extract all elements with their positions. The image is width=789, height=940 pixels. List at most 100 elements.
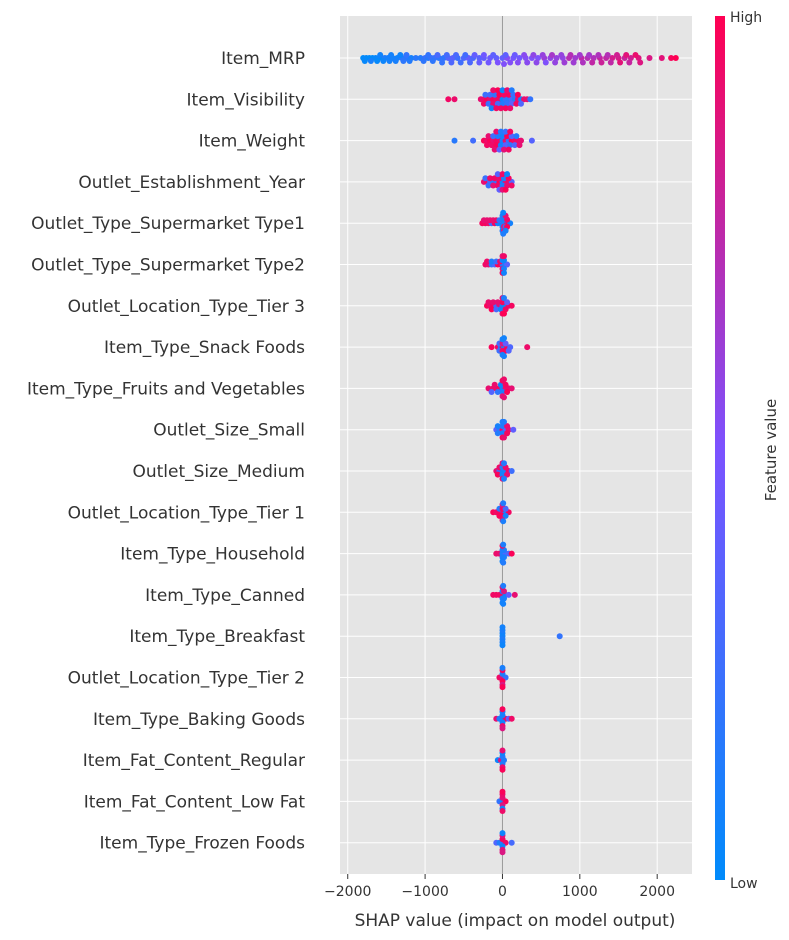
shap-point-3-24 [502, 186, 509, 193]
shap-point-10-15 [501, 460, 507, 467]
shap-point-6-10 [490, 299, 497, 306]
shap-point-9-8 [504, 430, 511, 437]
shap-point-6-11 [494, 299, 501, 306]
feature-label-5: Outlet_Type_Supermarket Type2 [31, 256, 305, 276]
shap-point-1-20 [485, 100, 492, 107]
x-axis-title: SHAP value (impact on model output) [355, 911, 676, 931]
shap-point-0-73 [476, 59, 483, 66]
shap-point-2-24 [485, 133, 492, 140]
shap-point-0-85 [579, 59, 586, 66]
shap-point-0-93 [388, 52, 395, 58]
feature-label-11: Outlet_Location_Type_Tier 1 [68, 503, 305, 523]
grid-lines [340, 16, 692, 874]
shap-point-0-70 [448, 59, 455, 66]
shap-point-9-6 [494, 430, 501, 437]
shap-point-0-65 [400, 58, 407, 64]
shap-point-3-12 [491, 175, 498, 182]
shap-point-0-59 [361, 58, 368, 64]
shap-point-2-32 [496, 146, 503, 153]
shap-point-0-100 [462, 52, 469, 58]
shap-point-16-10 [499, 725, 506, 732]
shap-point-0-81 [542, 59, 549, 66]
shap-point-0-89 [617, 59, 624, 66]
shap-point-6-14 [488, 306, 495, 313]
shap-point-0-106 [521, 52, 528, 58]
x-tick-label-3: 1000 [562, 884, 598, 900]
shap-point-2-15 [528, 137, 535, 144]
shap-point-0-66 [406, 58, 413, 64]
shap-point-0-91 [637, 59, 644, 66]
shap-point-5-10 [488, 258, 495, 265]
feature-label-13: Item_Type_Canned [145, 586, 305, 606]
colorbar-low-label: Low [730, 876, 758, 892]
shap-point-17-8 [499, 747, 506, 754]
shap-point-9-9 [494, 423, 501, 430]
shap-point-2-23 [516, 142, 523, 149]
shap-point-5-9 [484, 258, 490, 265]
shap-point-8-10 [499, 389, 506, 395]
shap-point-8-14 [502, 381, 509, 388]
shap-point-11-8 [502, 512, 509, 519]
shap-point-6-13 [504, 299, 511, 306]
colorbar [715, 16, 725, 880]
feature-label-10: Outlet_Size_Medium [132, 462, 305, 482]
shap-point-2-35 [493, 128, 500, 135]
shap-point-5-18 [501, 269, 507, 276]
shap-point-5-8 [504, 261, 511, 268]
shap-point-0-102 [480, 52, 487, 58]
shap-point-3-21 [508, 182, 515, 189]
feature-label-12: Item_Type_Household [120, 545, 305, 565]
shap-point-0-105 [511, 52, 518, 58]
shap-point-2-34 [505, 146, 512, 153]
shap-point-3-11 [487, 175, 494, 182]
colorbar-high-label: High [730, 10, 762, 26]
shap-point-1-26 [513, 100, 520, 107]
shap-point-0-35 [516, 55, 523, 61]
shap-point-0-99 [453, 52, 459, 58]
shap-point-0-58 [672, 55, 679, 61]
shap-point-1-33 [505, 91, 512, 98]
shap-point-0-61 [374, 58, 381, 64]
shap-point-2-0 [451, 137, 458, 144]
shap-point-0-64 [392, 58, 399, 64]
shap-point-18-7 [499, 808, 506, 814]
shap-point-0-69 [439, 59, 446, 66]
shap-point-0-115 [604, 52, 611, 58]
shap-point-0-60 [367, 58, 374, 64]
shap-point-1-28 [482, 91, 489, 98]
shap-point-8-8 [488, 389, 495, 395]
shap-point-0-77 [507, 59, 514, 66]
feature-label-17: Item_Fat_Content_Regular [83, 751, 305, 771]
shap-point-18-8 [499, 788, 506, 795]
shap-point-19-4 [508, 839, 515, 846]
shap-point-0-110 [558, 52, 565, 58]
shap-point-4-31 [500, 230, 507, 237]
shap-point-0-103 [490, 52, 497, 58]
shap-point-2-27 [499, 133, 506, 140]
shap-point-9-15 [501, 418, 507, 425]
shap-point-1-37 [493, 105, 500, 112]
shap-point-1-27 [518, 100, 524, 107]
feature-label-7: Item_Type_Snack Foods [104, 338, 305, 358]
shap-point-0-67 [420, 58, 427, 64]
shap-point-1-23 [499, 100, 506, 107]
shap-point-0-114 [595, 52, 602, 58]
shap-point-6-9 [485, 299, 492, 306]
shap-point-0-113 [586, 52, 593, 58]
shap-point-0-63 [386, 58, 393, 64]
feature-label-0: Item_MRP [221, 49, 305, 69]
shap-point-1-43 [499, 87, 506, 94]
shap-point-0-53 [627, 55, 634, 61]
shap-point-1-38 [497, 105, 504, 112]
shap-point-1-18 [527, 96, 534, 103]
shap-point-0-55 [646, 55, 653, 61]
shap-point-13-5 [505, 591, 512, 598]
feature-label-9: Outlet_Size_Small [153, 421, 305, 441]
feature-label-3: Outlet_Establishment_Year [78, 173, 305, 193]
shap-point-13-6 [511, 591, 518, 598]
shap-point-2-31 [491, 146, 498, 153]
shap-point-6-19 [501, 310, 507, 317]
shap-point-0-98 [443, 52, 450, 58]
shap-point-16-5 [508, 715, 515, 722]
shap-point-12-5 [508, 550, 515, 557]
